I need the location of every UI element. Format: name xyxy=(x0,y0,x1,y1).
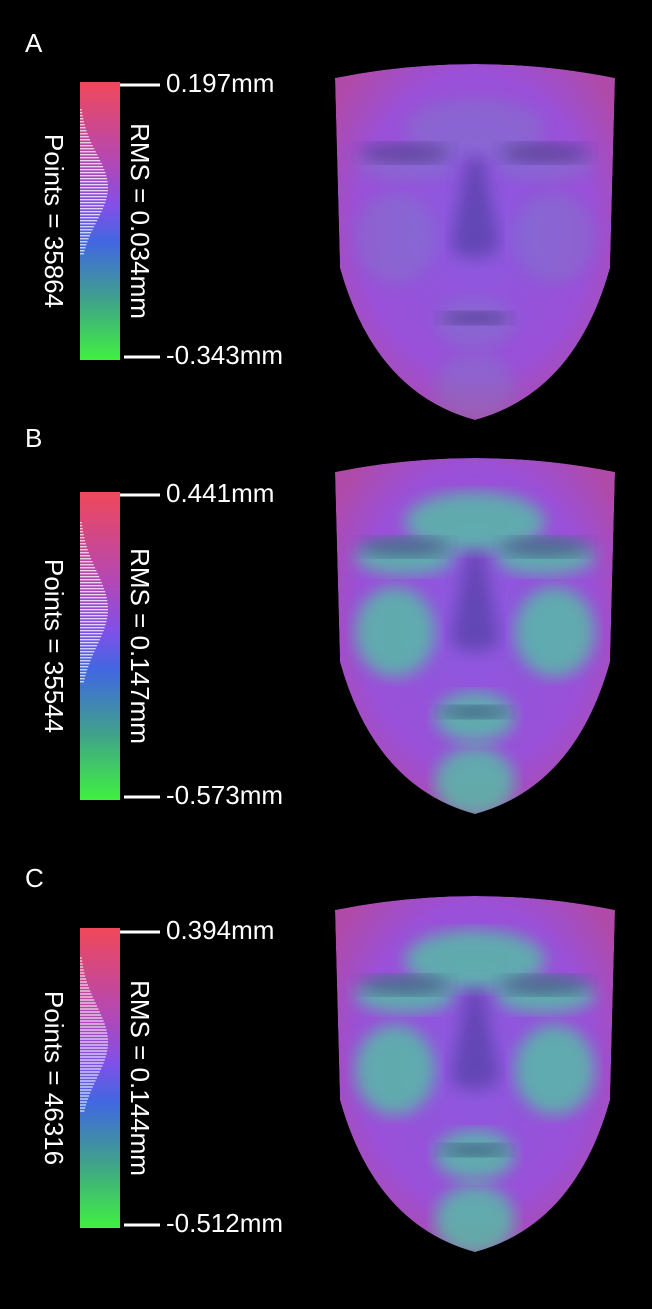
panel: A 0.197mm -0.343mm Points = 35864 RMS = 0.03… xyxy=(25,28,615,423)
deviation-patch xyxy=(435,353,515,423)
max-label: 0.394mm xyxy=(166,915,274,945)
min-label: -0.573mm xyxy=(166,780,283,810)
page: A 0.197mm -0.343mm Points = 35864 RMS = 0.03… xyxy=(0,0,652,1309)
deviation-patch xyxy=(515,1025,595,1115)
eye-shadow xyxy=(360,975,450,995)
deviation-patch xyxy=(515,193,595,283)
rms-label: RMS = 0.147mm xyxy=(125,548,155,744)
panel-label: B xyxy=(25,423,42,453)
eye-shadow xyxy=(360,537,450,557)
figure: A 0.197mm -0.343mm Points = 35864 RMS = 0.03… xyxy=(0,0,652,1309)
max-label: 0.441mm xyxy=(166,478,274,508)
panel-label: C xyxy=(25,863,44,893)
min-label: -0.512mm xyxy=(166,1208,283,1238)
mouth xyxy=(440,706,510,718)
deviation-patch xyxy=(355,1025,435,1115)
face xyxy=(335,458,615,817)
eye-shadow xyxy=(500,143,590,163)
deviation-patch xyxy=(435,747,515,817)
max-label: 0.197mm xyxy=(166,68,274,98)
deviation-patch xyxy=(435,1185,515,1255)
mouth xyxy=(440,312,510,324)
panel-label: A xyxy=(25,28,43,58)
rms-label: RMS = 0.034mm xyxy=(125,123,155,319)
face xyxy=(335,896,615,1255)
eye-shadow xyxy=(500,975,590,995)
points-label: Points = 35544 xyxy=(39,559,69,733)
deviation-patch xyxy=(355,193,435,283)
points-label: Points = 35864 xyxy=(39,134,69,308)
rms-label: RMS = 0.144mm xyxy=(125,980,155,1176)
eye-shadow xyxy=(360,143,450,163)
deviation-patch xyxy=(515,587,595,677)
points-label: Points = 46316 xyxy=(39,991,69,1165)
panel: B 0.441mm -0.573mm Points = 35544 RMS = 0.14… xyxy=(25,423,615,817)
panel: C 0.394mm -0.512mm Points = 46316 RMS = 0.14… xyxy=(25,863,615,1255)
mouth xyxy=(440,1144,510,1156)
face xyxy=(335,64,615,423)
eye-shadow xyxy=(500,537,590,557)
deviation-patch xyxy=(355,587,435,677)
min-label: -0.343mm xyxy=(166,340,283,370)
